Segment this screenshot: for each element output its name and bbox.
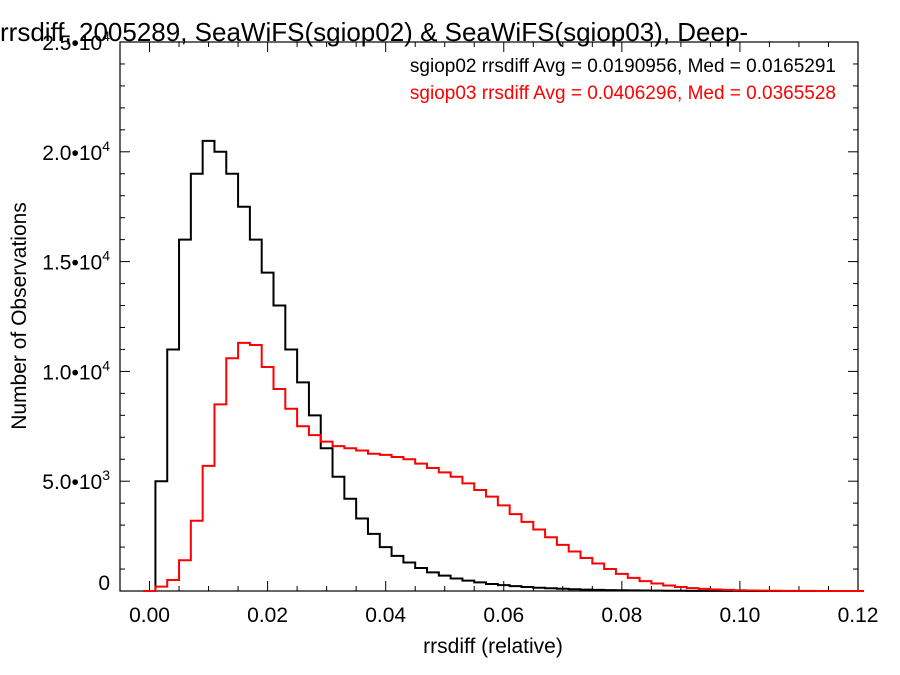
x-tick-label: 0.04 xyxy=(365,604,406,627)
x-tick-label: 0.12 xyxy=(838,604,879,627)
x-axis-label: rrsdiff (relative) xyxy=(423,635,563,658)
y-tick-label: 1.5•104 xyxy=(42,248,110,275)
y-axis-label: Number of Observations xyxy=(8,202,31,430)
x-axis: 0.00 0.02 0.04 0.06 0.08 0.10 0.12 xyxy=(129,42,878,627)
y-tick-label: 5.0•103 xyxy=(42,467,110,494)
x-tick-label: 0.10 xyxy=(719,604,760,627)
x-tick-label: 0.06 xyxy=(483,604,524,627)
x-tick-label: 0.08 xyxy=(601,604,642,627)
series-line-2 xyxy=(143,341,864,592)
plot-area xyxy=(143,139,864,592)
y-tick-label: 0 xyxy=(98,572,110,595)
plot-frame xyxy=(119,41,859,592)
series-line-1 xyxy=(143,139,864,592)
y-tick-label: 2.0•104 xyxy=(42,138,110,165)
x-tick-label: 0.02 xyxy=(247,604,288,627)
y-tick-label: 2.5•104 xyxy=(42,28,110,55)
annotation-sgiop02: sgiop02 rrsdiff Avg = 0.0190956, Med = 0… xyxy=(410,56,836,77)
x-tick-label: 0.00 xyxy=(129,604,170,627)
y-tick-label: 1.0•104 xyxy=(42,357,110,384)
y-axis: 0 5.0•103 1.0•104 1.5•104 2.0•104 2.5•104 xyxy=(42,28,858,595)
annotation-sgiop03: sgiop03 rrsdiff Avg = 0.0406296, Med = 0… xyxy=(410,83,836,104)
